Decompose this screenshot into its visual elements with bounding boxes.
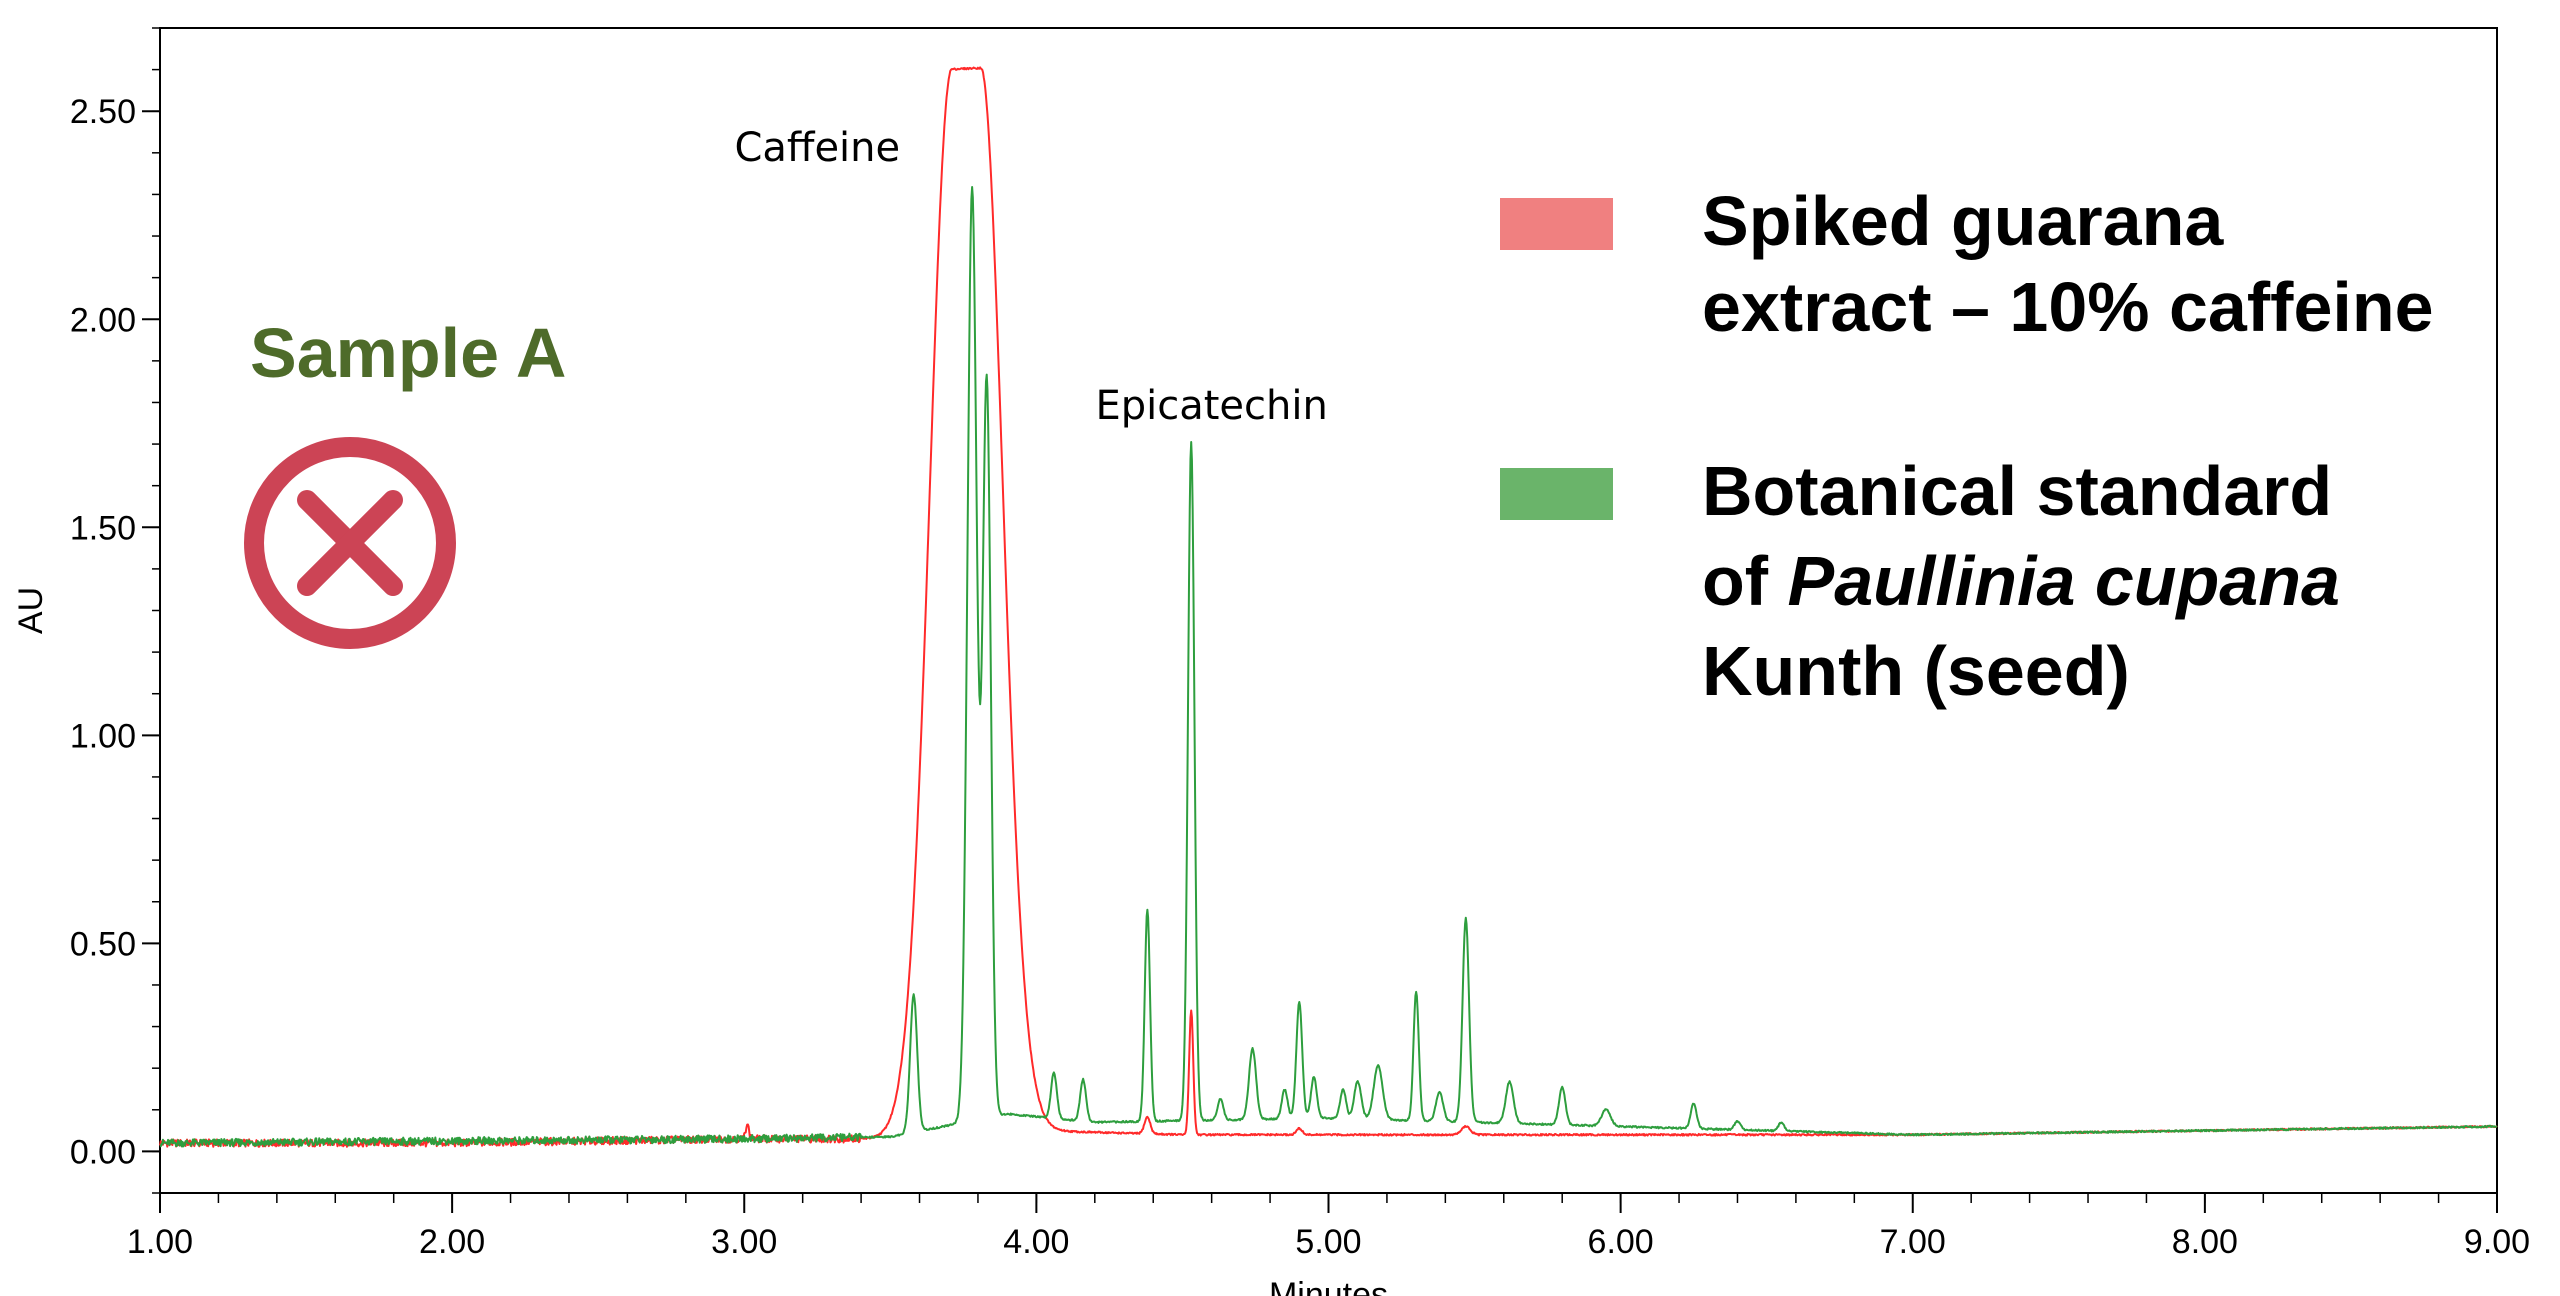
x-tick-label: 7.00 — [1880, 1223, 1946, 1261]
x-circle-icon — [244, 437, 456, 649]
legend-text-segment: Kunth (seed) — [1702, 632, 2130, 710]
axes: 1.00 2.00 3.00 4.00 5.00 6.00 7.00 8.00 9.00 0.00… — [12, 27, 2530, 1296]
y-axis-title: AU — [12, 587, 50, 634]
x-tick-label: 6.00 — [1588, 1223, 1654, 1261]
sample-indicator: Sample A — [244, 314, 566, 649]
series-line-1 — [159, 186, 2498, 1148]
legend-entry-line: Botanical standard — [1702, 452, 2332, 530]
x-tick-label: 2.00 — [419, 1223, 485, 1261]
y-tick-label: 2.50 — [70, 93, 136, 131]
x-tick-label: 3.00 — [711, 1223, 777, 1261]
legend-swatch — [1500, 468, 1613, 520]
x-tick-label: 1.00 — [127, 1223, 193, 1261]
x-tick-label: 5.00 — [1295, 1223, 1361, 1261]
legend-text-segment: Spiked guarana — [1702, 182, 2224, 260]
x-axis-title: Minutes — [1269, 1276, 1388, 1296]
x-tick-label: 8.00 — [2172, 1223, 2238, 1261]
y-tick-label: 1.50 — [70, 509, 136, 547]
legend-entry-line: Kunth (seed) — [1702, 632, 2130, 710]
legend-entry-line: Spiked guarana — [1702, 182, 2224, 260]
sample-label: Sample A — [250, 314, 566, 392]
x-tick-label: 4.00 — [1003, 1223, 1069, 1261]
legend-entry-line: extract – 10% caffeine — [1702, 268, 2434, 346]
y-tick-label: 1.00 — [70, 717, 136, 755]
legend-entry-line: of Paullinia cupana — [1702, 542, 2340, 620]
y-tick-label: 0.00 — [70, 1133, 136, 1171]
legend-text-segment: of — [1702, 542, 1788, 620]
legend-swatch — [1500, 198, 1613, 250]
peak-annotation: Epicatechin — [1095, 383, 1327, 429]
legend-text-segment: Botanical standard — [1702, 452, 2332, 530]
reject-icon-ring — [244, 437, 456, 649]
legend: Spiked guarana extract – 10% caffeine Bota… — [1500, 182, 2434, 710]
peak-annotation: Caffeine — [734, 125, 900, 171]
peak-annotations: Caffeine Epicatechin — [734, 125, 1327, 429]
series-layer — [159, 66, 2498, 1148]
x-tick-label: 9.00 — [2464, 1223, 2530, 1261]
y-tick-label: 2.00 — [70, 301, 136, 339]
legend-text-segment: extract – 10% caffeine — [1702, 268, 2434, 346]
y-tick-label: 0.50 — [70, 925, 136, 963]
reject-icon-stroke-2 — [297, 490, 403, 596]
legend-text-segment: Paullinia cupana — [1788, 542, 2340, 620]
